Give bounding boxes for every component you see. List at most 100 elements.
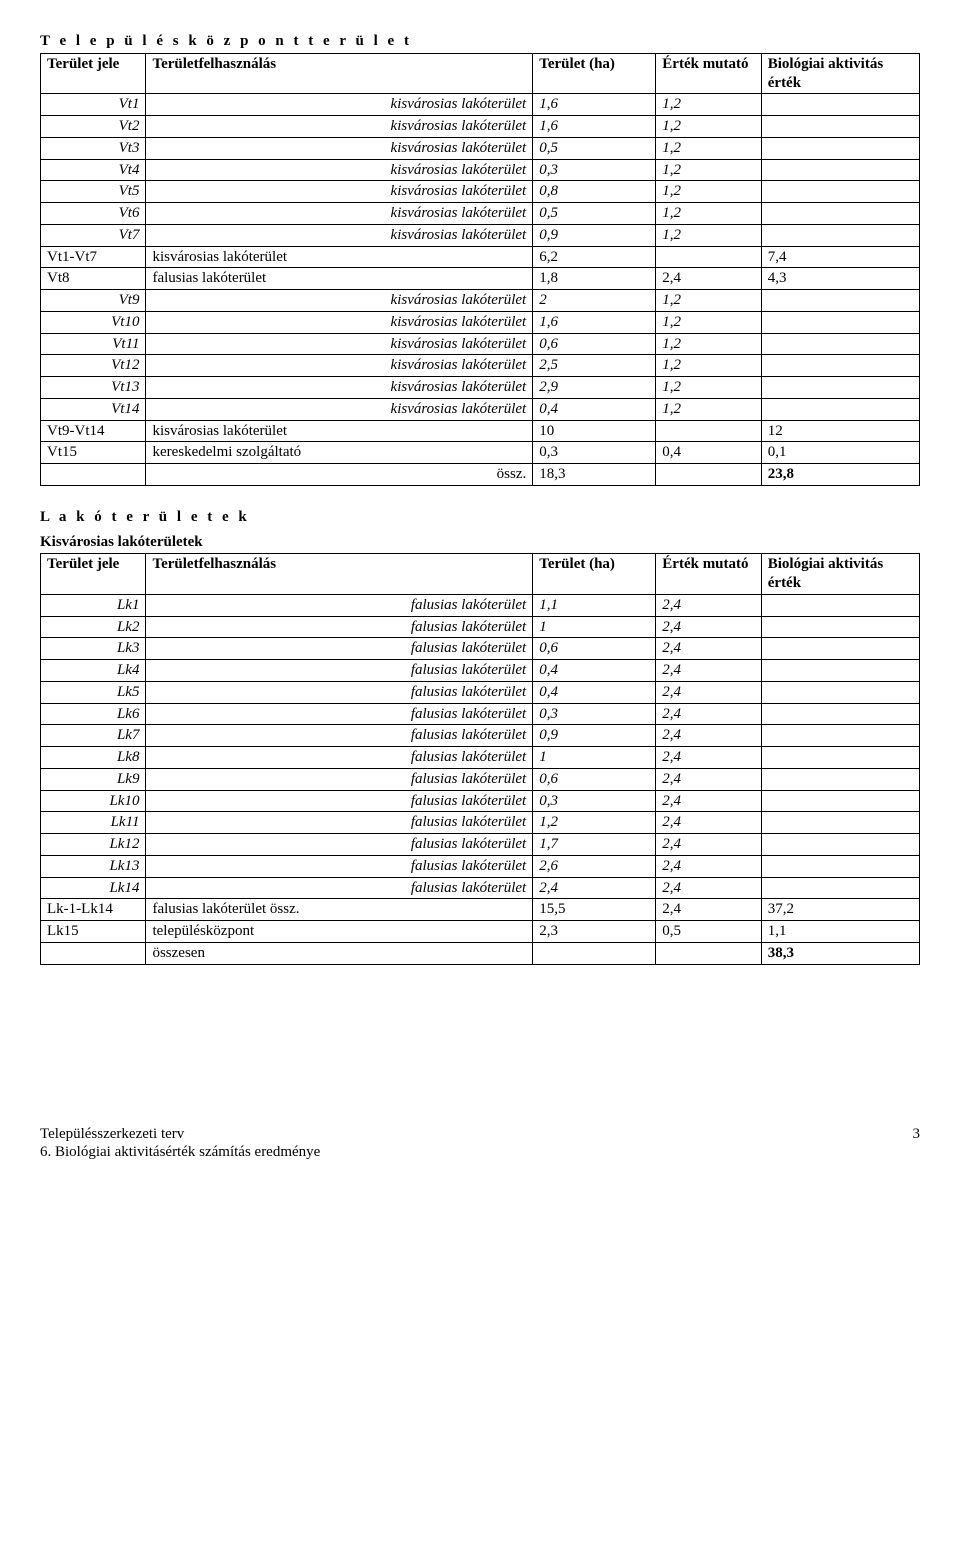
- table-cell: Vt7: [41, 224, 146, 246]
- table-cell: 1,2: [656, 224, 761, 246]
- table-cell: 1,2: [656, 311, 761, 333]
- table-row: Lk1falusias lakóterület1,12,4: [41, 594, 920, 616]
- table-cell: 2,4: [656, 877, 761, 899]
- th-bio: Biológiai aktivitás érték: [761, 53, 919, 94]
- table-cell: 2,4: [656, 899, 761, 921]
- table-row: Vt4kisvárosias lakóterület0,31,2: [41, 159, 920, 181]
- table-cell: [761, 203, 919, 225]
- table-cell: falusias lakóterület: [146, 638, 533, 660]
- th-ha: Terület (ha): [533, 53, 656, 94]
- table-cell: Vt4: [41, 159, 146, 181]
- table-cell: 1,2: [656, 290, 761, 312]
- table-row: Vt7kisvárosias lakóterület0,91,2: [41, 224, 920, 246]
- table-1: Terület jele Területfelhasználás Terület…: [40, 53, 920, 486]
- table-cell: kisvárosias lakóterület: [146, 116, 533, 138]
- table-cell: 6,2: [533, 246, 656, 268]
- table-cell: Vt8: [41, 268, 146, 290]
- table-cell: Lk12: [41, 834, 146, 856]
- table-cell: 23,8: [761, 464, 919, 486]
- table-cell: [761, 224, 919, 246]
- table-cell: 1,6: [533, 311, 656, 333]
- table-row: Lk14falusias lakóterület2,42,4: [41, 877, 920, 899]
- table-cell: 0,6: [533, 768, 656, 790]
- table-cell: 0,3: [533, 790, 656, 812]
- table-row: Vt5kisvárosias lakóterület0,81,2: [41, 181, 920, 203]
- table-cell: 0,5: [533, 137, 656, 159]
- table-cell: Vt9: [41, 290, 146, 312]
- table-cell: 1,2: [656, 333, 761, 355]
- table-cell: 1,2: [656, 355, 761, 377]
- footer-line2: 6. Biológiai aktivitásérték számítás ere…: [40, 1143, 320, 1162]
- table-cell: kisvárosias lakóterület: [146, 420, 533, 442]
- table-cell: 0,5: [533, 203, 656, 225]
- table-cell: [656, 420, 761, 442]
- page-number: 3: [913, 1125, 921, 1163]
- table-cell: 2,4: [656, 616, 761, 638]
- table-cell: kisvárosias lakóterület: [146, 246, 533, 268]
- table-cell: 0,3: [533, 442, 656, 464]
- table-row: Vt6kisvárosias lakóterület0,51,2: [41, 203, 920, 225]
- table-cell: Lk10: [41, 790, 146, 812]
- table-cell: Lk1: [41, 594, 146, 616]
- table-cell: kisvárosias lakóterület: [146, 224, 533, 246]
- table-cell: kisvárosias lakóterület: [146, 311, 533, 333]
- table-cell: 2,4: [656, 790, 761, 812]
- table-cell: 0,3: [533, 159, 656, 181]
- table-cell: falusias lakóterület: [146, 681, 533, 703]
- table-cell: 2,4: [656, 268, 761, 290]
- table-cell: [656, 942, 761, 964]
- table-cell: falusias lakóterület: [146, 594, 533, 616]
- table-cell: kisvárosias lakóterület: [146, 290, 533, 312]
- table-cell: 10: [533, 420, 656, 442]
- table-cell: kisvárosias lakóterület: [146, 159, 533, 181]
- table-cell: 4,3: [761, 268, 919, 290]
- table-2: Terület jele Területfelhasználás Terület…: [40, 553, 920, 964]
- table-cell: Vt3: [41, 137, 146, 159]
- table-cell: [761, 181, 919, 203]
- table-cell: 1,2: [656, 94, 761, 116]
- table-row: Lk5falusias lakóterület0,42,4: [41, 681, 920, 703]
- table-cell: [533, 942, 656, 964]
- table-cell: [761, 660, 919, 682]
- table-row: Vt9kisvárosias lakóterület21,2: [41, 290, 920, 312]
- table-cell: Vt14: [41, 398, 146, 420]
- th-desc: Területfelhasználás: [146, 554, 533, 595]
- table-cell: 2: [533, 290, 656, 312]
- table-cell: falusias lakóterület: [146, 877, 533, 899]
- table-row: Lk9falusias lakóterület0,62,4: [41, 768, 920, 790]
- table-cell: településközpont: [146, 921, 533, 943]
- table-cell: [761, 855, 919, 877]
- table-cell: 1,2: [656, 159, 761, 181]
- table-row: Vt13kisvárosias lakóterület2,91,2: [41, 377, 920, 399]
- table-cell: Vt15: [41, 442, 146, 464]
- table-cell: falusias lakóterület: [146, 855, 533, 877]
- section2-subtitle: Kisvárosias lakóterületek: [40, 533, 920, 552]
- table-cell: 0,6: [533, 333, 656, 355]
- table-cell: 1,2: [656, 377, 761, 399]
- table-cell: falusias lakóterület: [146, 768, 533, 790]
- table-cell: 2,4: [656, 638, 761, 660]
- table-row: Vt1kisvárosias lakóterület1,61,2: [41, 94, 920, 116]
- table-cell: 0,8: [533, 181, 656, 203]
- table-cell: 1,1: [761, 921, 919, 943]
- table-cell: [761, 333, 919, 355]
- table-cell: 1,8: [533, 268, 656, 290]
- th-ertek: Érték mutató: [656, 53, 761, 94]
- table-cell: 0,5: [656, 921, 761, 943]
- table-cell: kisvárosias lakóterület: [146, 333, 533, 355]
- table-cell: Lk3: [41, 638, 146, 660]
- table-cell: 1: [533, 616, 656, 638]
- table-cell: 2,3: [533, 921, 656, 943]
- table-cell: 2,4: [533, 877, 656, 899]
- table-cell: [761, 377, 919, 399]
- table-cell: 1,6: [533, 116, 656, 138]
- table-cell: falusias lakóterület: [146, 703, 533, 725]
- table-cell: [761, 616, 919, 638]
- table-row: Vt14kisvárosias lakóterület0,41,2: [41, 398, 920, 420]
- table-cell: [761, 594, 919, 616]
- table-cell: 1: [533, 747, 656, 769]
- section2-title: L a k ó t e r ü l e t e k: [40, 508, 920, 527]
- table-cell: 1,2: [656, 398, 761, 420]
- table-cell: [761, 768, 919, 790]
- table-cell: [761, 747, 919, 769]
